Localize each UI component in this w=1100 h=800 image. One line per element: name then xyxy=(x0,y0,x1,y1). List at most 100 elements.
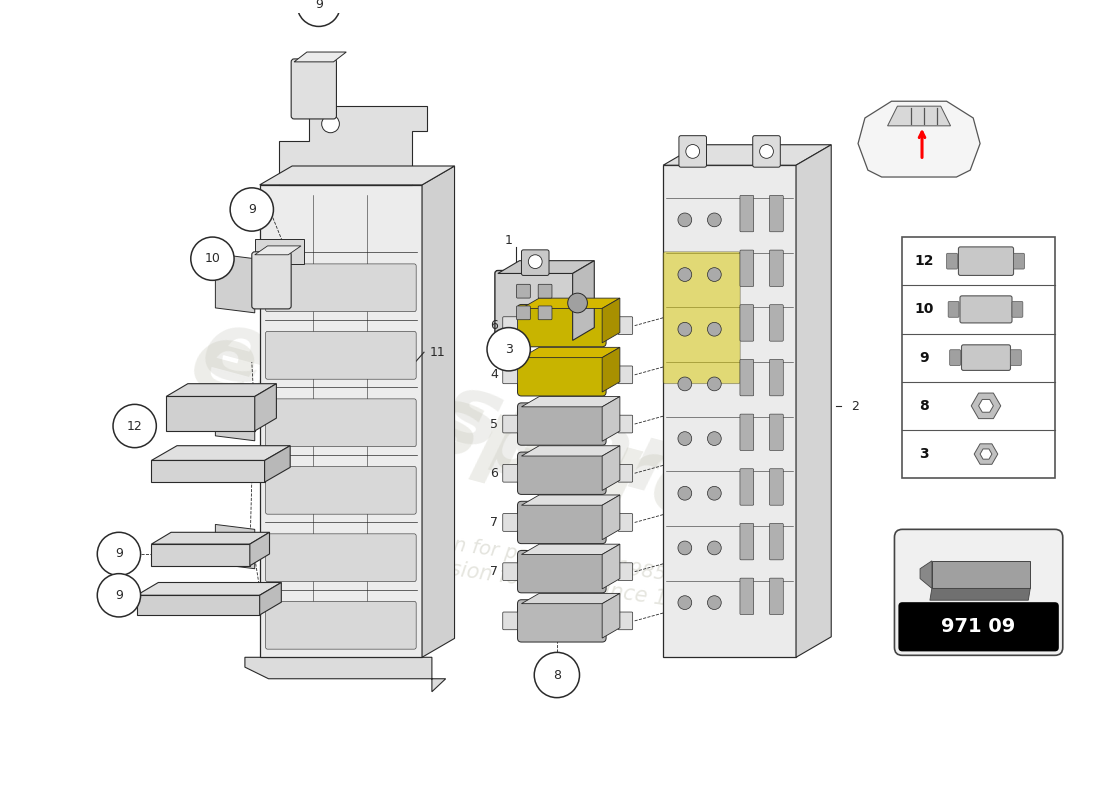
Polygon shape xyxy=(573,261,594,340)
Polygon shape xyxy=(602,544,620,589)
Polygon shape xyxy=(260,582,282,615)
Circle shape xyxy=(707,541,722,555)
Text: 7: 7 xyxy=(490,565,498,578)
Polygon shape xyxy=(498,261,594,274)
FancyBboxPatch shape xyxy=(517,354,606,396)
Text: 12: 12 xyxy=(914,254,934,268)
Text: 6: 6 xyxy=(490,466,498,480)
FancyBboxPatch shape xyxy=(517,452,606,494)
Text: 8: 8 xyxy=(553,669,561,682)
FancyBboxPatch shape xyxy=(948,302,959,318)
FancyBboxPatch shape xyxy=(663,252,740,384)
FancyBboxPatch shape xyxy=(770,305,783,341)
Circle shape xyxy=(678,541,692,555)
Text: 5: 5 xyxy=(490,418,498,430)
Polygon shape xyxy=(521,495,620,506)
Text: 8: 8 xyxy=(920,399,928,413)
FancyBboxPatch shape xyxy=(517,502,606,544)
FancyBboxPatch shape xyxy=(740,359,754,396)
Polygon shape xyxy=(602,397,620,442)
Polygon shape xyxy=(255,246,301,254)
Circle shape xyxy=(707,486,722,500)
Polygon shape xyxy=(920,561,932,589)
FancyBboxPatch shape xyxy=(618,317,632,334)
Polygon shape xyxy=(136,595,260,615)
Text: 7: 7 xyxy=(490,516,498,529)
FancyBboxPatch shape xyxy=(521,250,549,275)
Polygon shape xyxy=(979,399,993,412)
FancyBboxPatch shape xyxy=(538,306,552,320)
FancyBboxPatch shape xyxy=(503,317,517,334)
Text: 12: 12 xyxy=(126,419,143,433)
Text: 9: 9 xyxy=(920,350,928,365)
Polygon shape xyxy=(250,532,270,566)
FancyBboxPatch shape xyxy=(740,195,754,232)
FancyBboxPatch shape xyxy=(679,136,706,167)
FancyBboxPatch shape xyxy=(740,523,754,560)
Text: 4: 4 xyxy=(490,368,498,382)
Circle shape xyxy=(321,115,340,133)
Circle shape xyxy=(487,327,530,371)
Polygon shape xyxy=(265,446,290,482)
FancyBboxPatch shape xyxy=(1013,254,1024,269)
Circle shape xyxy=(97,574,141,617)
FancyBboxPatch shape xyxy=(252,252,292,309)
Polygon shape xyxy=(521,347,620,358)
FancyBboxPatch shape xyxy=(538,284,552,298)
FancyBboxPatch shape xyxy=(770,523,783,560)
Polygon shape xyxy=(152,544,250,566)
Polygon shape xyxy=(521,397,620,407)
Polygon shape xyxy=(521,446,620,456)
FancyBboxPatch shape xyxy=(618,563,632,581)
Polygon shape xyxy=(888,106,950,126)
Circle shape xyxy=(760,145,773,158)
FancyBboxPatch shape xyxy=(770,469,783,505)
Polygon shape xyxy=(602,495,620,540)
FancyBboxPatch shape xyxy=(740,469,754,505)
FancyBboxPatch shape xyxy=(503,464,517,482)
Polygon shape xyxy=(930,589,1031,600)
Polygon shape xyxy=(279,106,427,185)
FancyBboxPatch shape xyxy=(894,530,1063,655)
FancyBboxPatch shape xyxy=(495,270,575,343)
Circle shape xyxy=(707,596,722,610)
Polygon shape xyxy=(152,461,265,482)
FancyBboxPatch shape xyxy=(958,247,1013,275)
Polygon shape xyxy=(152,532,270,544)
Polygon shape xyxy=(245,658,446,692)
FancyBboxPatch shape xyxy=(517,305,606,346)
Polygon shape xyxy=(166,397,255,431)
Polygon shape xyxy=(858,102,980,177)
Circle shape xyxy=(190,237,234,280)
FancyBboxPatch shape xyxy=(618,514,632,531)
FancyBboxPatch shape xyxy=(770,578,783,614)
FancyBboxPatch shape xyxy=(949,350,960,366)
Text: 11: 11 xyxy=(430,346,446,358)
FancyBboxPatch shape xyxy=(265,331,416,379)
Text: 9: 9 xyxy=(116,547,123,561)
FancyBboxPatch shape xyxy=(740,250,754,286)
Circle shape xyxy=(707,377,722,391)
FancyBboxPatch shape xyxy=(740,578,754,614)
FancyBboxPatch shape xyxy=(618,612,632,630)
FancyBboxPatch shape xyxy=(517,403,606,446)
Circle shape xyxy=(528,254,542,269)
Polygon shape xyxy=(980,449,992,459)
Polygon shape xyxy=(216,391,255,441)
FancyBboxPatch shape xyxy=(1012,302,1023,318)
Polygon shape xyxy=(975,444,998,464)
FancyBboxPatch shape xyxy=(740,305,754,341)
FancyBboxPatch shape xyxy=(503,366,517,384)
FancyBboxPatch shape xyxy=(517,284,530,298)
Text: 10: 10 xyxy=(205,252,220,266)
Circle shape xyxy=(707,322,722,336)
Text: a passion for parts since 1985: a passion for parts since 1985 xyxy=(393,552,707,615)
FancyBboxPatch shape xyxy=(265,466,416,514)
Text: 2: 2 xyxy=(851,400,859,413)
Text: 1: 1 xyxy=(505,234,513,247)
Circle shape xyxy=(113,404,156,448)
Text: 3: 3 xyxy=(505,342,513,356)
Circle shape xyxy=(678,322,692,336)
FancyBboxPatch shape xyxy=(752,136,780,167)
Text: 6: 6 xyxy=(490,319,498,332)
